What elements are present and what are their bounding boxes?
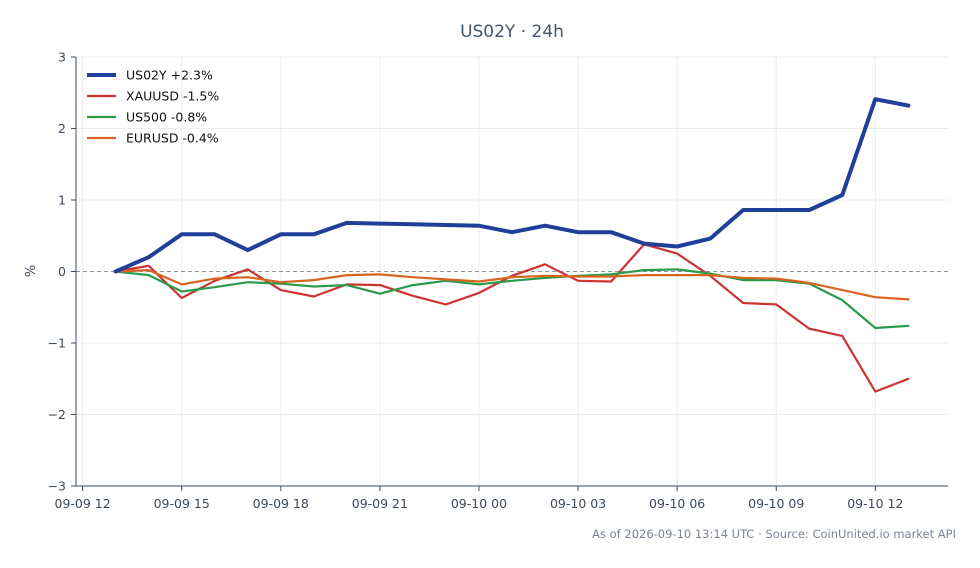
chart-title: US02Y · 24h [460, 22, 564, 42]
y-tick-label: 0 [58, 264, 66, 279]
x-tick-label: 09-10 09 [748, 496, 804, 511]
legend-label-eurusd: EURUSD -0.4% [126, 131, 219, 146]
y-tick-label: 3 [58, 50, 66, 65]
y-tick-label: −2 [48, 407, 66, 422]
legend-label-xauusd: XAUUSD -1.5% [126, 89, 219, 104]
legend-label-us500: US500 -0.8% [126, 110, 207, 125]
axes: 09-09 12 09-09 15 09-09 18 09-09 21 09-10 00… [48, 50, 948, 511]
series-line-xauusd [114, 243, 910, 393]
x-tick-label: 09-09 18 [253, 496, 309, 511]
series-line-us500 [114, 268, 910, 330]
x-tick-label: 09-09 12 [55, 496, 111, 511]
x-tick-label: 09-10 00 [451, 496, 507, 511]
y-tick-label: 1 [58, 193, 66, 208]
x-tick-label: 09-09 15 [154, 496, 210, 511]
series-line-eurusd [114, 269, 910, 301]
y-axis-label: % [24, 265, 39, 277]
source-footer: As of 2026-09-10 13:14 UTC · Source: Coi… [592, 527, 956, 541]
x-tick-label: 09-09 21 [352, 496, 408, 511]
legend-label-us02y: US02Y +2.3% [126, 68, 213, 83]
y-tick-label: −3 [48, 479, 66, 494]
x-tick-label: 09-10 03 [550, 496, 606, 511]
y-tick-label: 2 [58, 121, 66, 136]
y-tick-label: −1 [48, 336, 66, 351]
series-line-us02y [113, 97, 911, 274]
series-lines [113, 97, 911, 393]
x-tick-label: 09-10 06 [649, 496, 705, 511]
x-tick-label: 09-10 12 [847, 496, 903, 511]
legend: US02Y +2.3% XAUUSD -1.5% US500 -0.8% EURUSD… [87, 68, 219, 146]
